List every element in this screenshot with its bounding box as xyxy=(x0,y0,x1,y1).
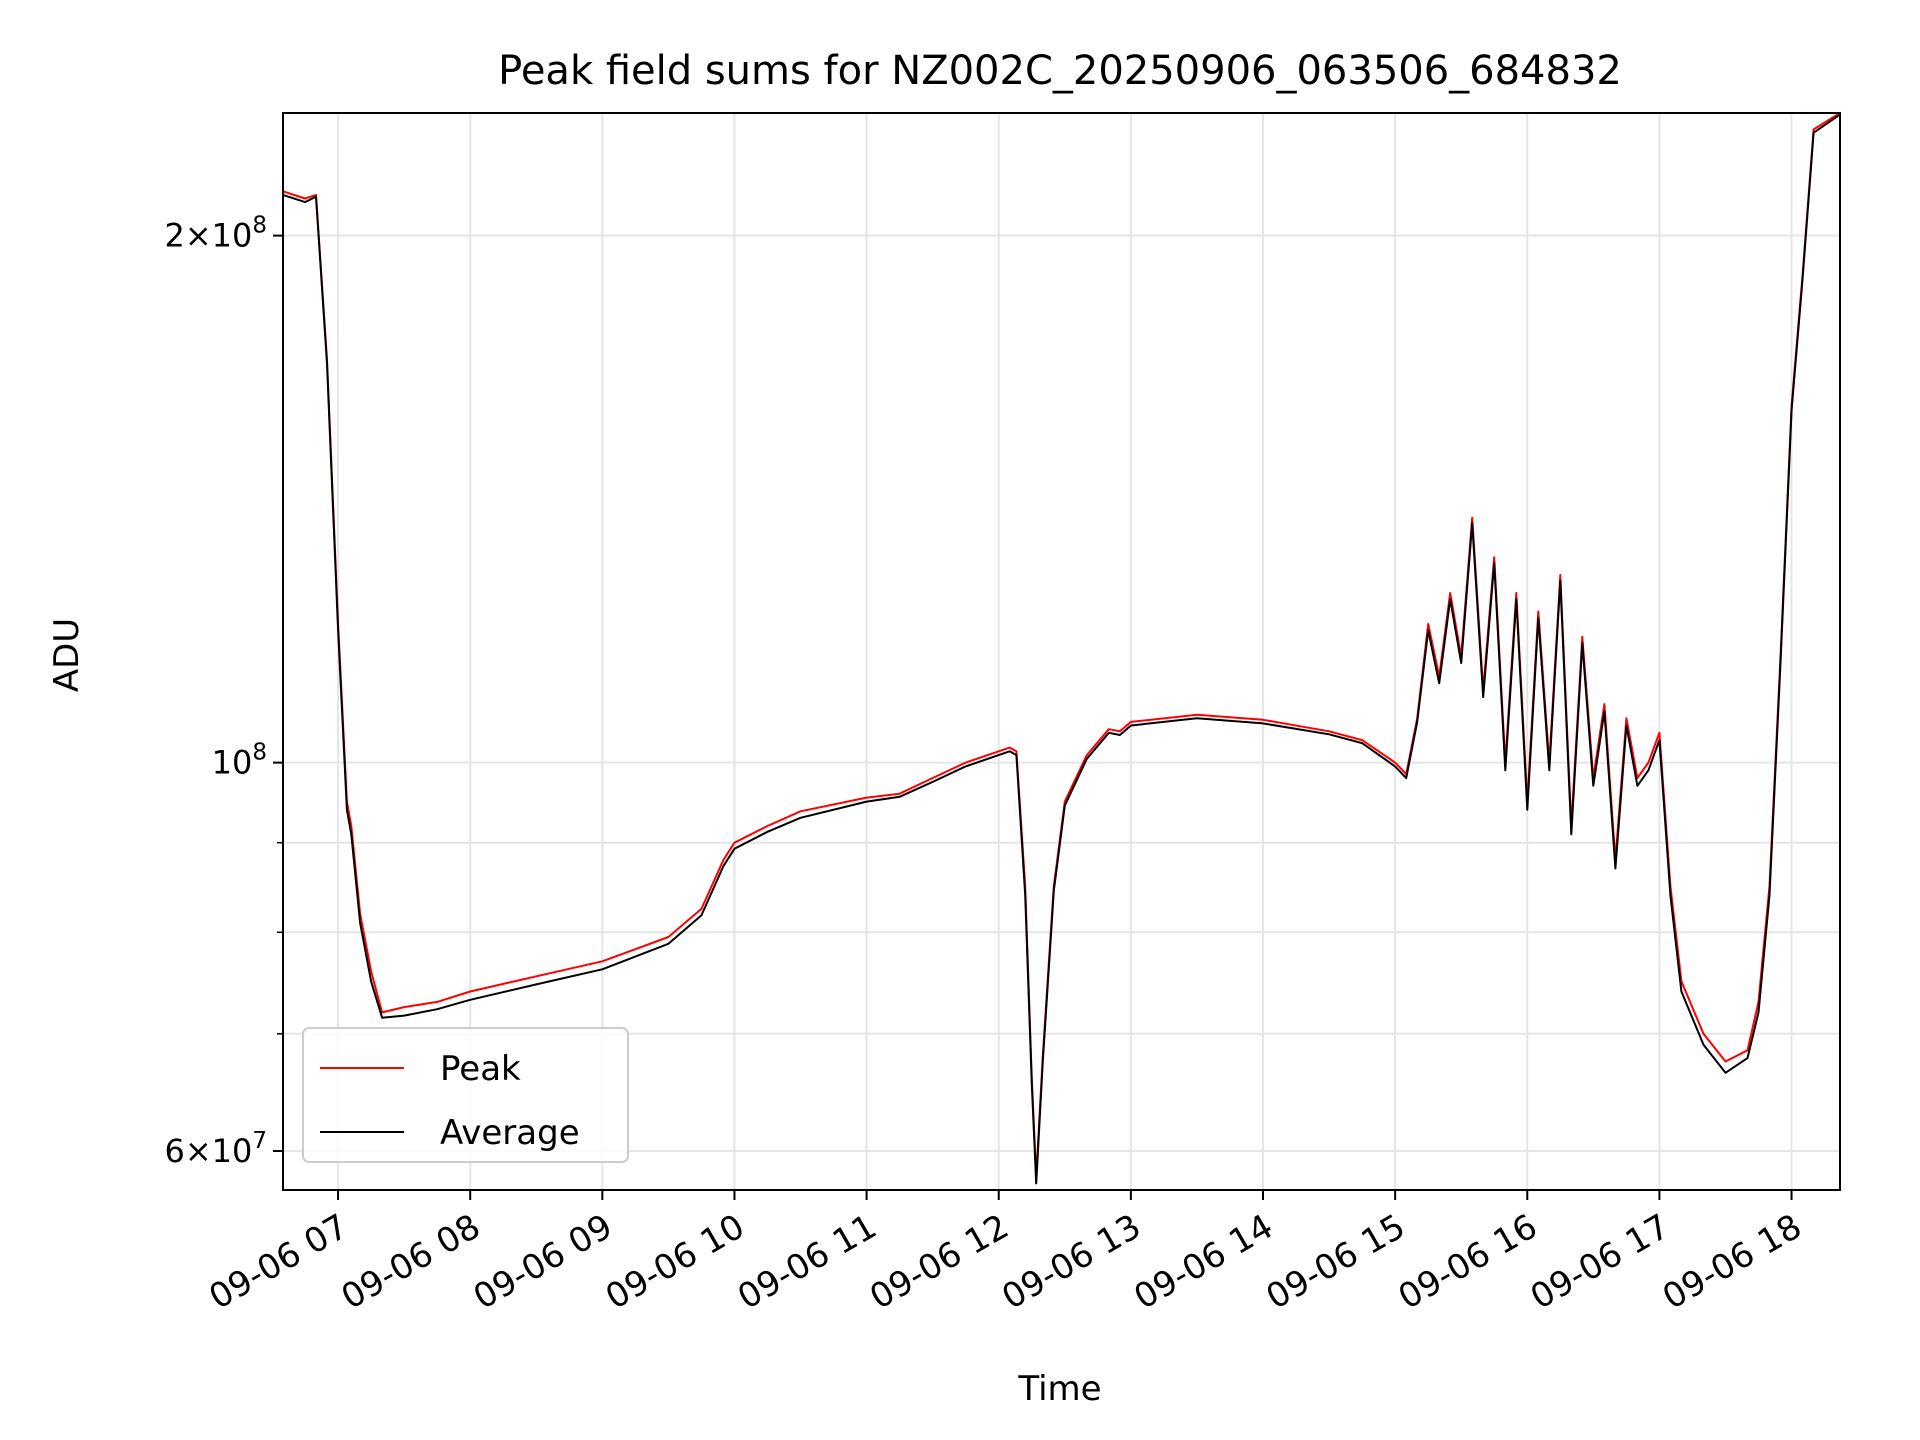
chart-title: Peak field sums for NZ002C_20250906_0635… xyxy=(498,48,1622,94)
axes-frame xyxy=(282,112,1841,1191)
legend-box xyxy=(302,1027,629,1163)
legend-label-average: Average xyxy=(440,1113,580,1153)
y-axis-label: ADU xyxy=(47,618,87,692)
y-axis: 2×108 108 6×107 xyxy=(164,213,283,1170)
legend: Peak Average xyxy=(302,1027,629,1163)
y-tick-label: 2×108 xyxy=(164,213,267,255)
series-group xyxy=(283,113,1840,1185)
y-tick-label: 108 xyxy=(212,740,267,782)
series-line-peak xyxy=(283,113,1840,1178)
grid xyxy=(283,113,1840,1190)
x-axis-label: Time xyxy=(1017,1369,1101,1409)
plot-area xyxy=(283,113,1840,1185)
y-tick-label: 6×107 xyxy=(164,1128,267,1170)
series-line-average xyxy=(283,113,1840,1185)
legend-label-peak: Peak xyxy=(440,1049,521,1089)
